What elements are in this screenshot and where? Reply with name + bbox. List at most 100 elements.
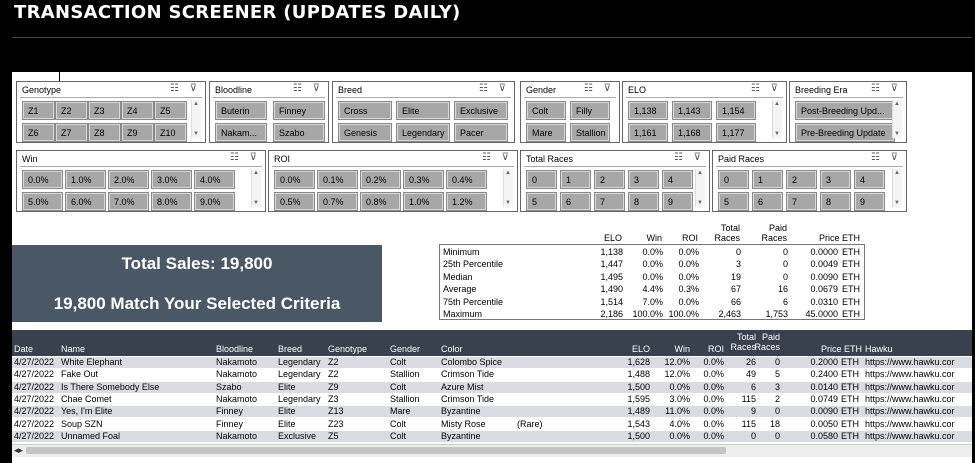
- slicer-item[interactable]: 0: [526, 170, 557, 189]
- clear-filter-icon[interactable]: ⊽: [498, 83, 506, 94]
- slicer-item[interactable]: Z4: [121, 101, 154, 120]
- table-row[interactable]: 4/27/2022 Unnamed Foal Nakamoto Exclusive Z5…: [12, 430, 972, 443]
- slicer-item[interactable]: Legendary: [396, 123, 450, 142]
- clear-filter-icon[interactable]: ⊽: [770, 83, 778, 94]
- slicer-item[interactable]: Nakam...: [215, 123, 267, 142]
- clear-filter-icon[interactable]: ⊽: [890, 83, 898, 94]
- slicer-item[interactable]: Z7: [55, 123, 88, 142]
- table-row[interactable]: 4/27/2022 Is There Somebody Else Szabo Elit…: [12, 381, 972, 394]
- slicer-item[interactable]: 1,161: [628, 123, 668, 142]
- slicer-item[interactable]: 1: [752, 170, 783, 189]
- slicer-item[interactable]: Cross: [338, 101, 392, 120]
- column-header-hawku[interactable]: Hawku: [865, 344, 893, 354]
- slicer-item[interactable]: Post-Breeding Upd...: [795, 101, 895, 120]
- clear-filter-icon[interactable]: ⊽: [693, 152, 701, 163]
- column-header-date[interactable]: Date: [14, 344, 34, 354]
- slicer-item[interactable]: Szabo: [273, 123, 325, 142]
- table-row[interactable]: 4/27/2022 Soup SZN Finney Elite Z23 Colt Misty…: [12, 418, 972, 431]
- slicer-item[interactable]: 0: [718, 170, 749, 189]
- slicer-item[interactable]: 3: [628, 170, 659, 189]
- slicer-item[interactable]: Z2: [55, 101, 88, 120]
- slicer-item[interactable]: 1,154: [716, 101, 756, 120]
- slicer-item[interactable]: 1: [560, 170, 591, 189]
- cell-hawku[interactable]: https://www.hawku.cor: [865, 393, 955, 404]
- slicer-scrollbar[interactable]: ▲ ▼: [695, 169, 705, 207]
- multi-select-icon[interactable]: ☷: [479, 83, 488, 94]
- scroll-down-icon[interactable]: ▼: [505, 200, 511, 206]
- horizontal-scrollbar[interactable]: ◂▸: [12, 444, 972, 457]
- slicer-item[interactable]: Pacer: [454, 123, 508, 142]
- table-row[interactable]: 4/27/2022 White Elephant Nakamoto Legendary…: [12, 357, 972, 369]
- scroll-up-icon[interactable]: ▲: [894, 101, 900, 107]
- column-header-genotype[interactable]: Genotype: [328, 344, 368, 354]
- slicer-item[interactable]: 0.0%: [274, 170, 315, 189]
- clear-filter-icon[interactable]: ⊽: [603, 83, 611, 94]
- slicer-item[interactable]: 1.0%: [65, 170, 106, 189]
- column-header-name[interactable]: Name: [61, 344, 86, 354]
- slicer-item[interactable]: 1,177: [716, 123, 756, 142]
- column-header-breed[interactable]: Breed: [278, 344, 303, 354]
- slicer-item[interactable]: 5: [718, 192, 749, 211]
- multi-select-icon[interactable]: ☷: [482, 152, 491, 163]
- sheet-nav-icon[interactable]: ◂▸: [14, 445, 24, 455]
- clear-filter-icon[interactable]: ⊽: [249, 152, 257, 163]
- slicer-item[interactable]: Z6: [22, 123, 55, 142]
- slicer-item[interactable]: 0.1%: [317, 170, 358, 189]
- slicer-item[interactable]: 8: [628, 192, 659, 211]
- slicer-scrollbar[interactable]: ▲ ▼: [772, 100, 782, 138]
- scroll-thumb[interactable]: [26, 447, 726, 454]
- slicer-item[interactable]: 0.2%: [360, 170, 401, 189]
- slicer-item[interactable]: 1,168: [672, 123, 712, 142]
- slicer-item[interactable]: 7.0%: [108, 192, 149, 211]
- slicer-scrollbar[interactable]: ▲ ▼: [251, 169, 261, 207]
- slicer-item[interactable]: Mare: [526, 123, 566, 142]
- multi-select-icon[interactable]: ☷: [751, 83, 760, 94]
- scroll-down-icon[interactable]: ▼: [697, 200, 703, 206]
- clear-filter-icon[interactable]: ⊽: [501, 152, 509, 163]
- cell-hawku[interactable]: https://www.hawku.cor: [865, 430, 955, 441]
- slicer-item[interactable]: 3: [820, 170, 851, 189]
- slicer-item[interactable]: Z3: [88, 101, 121, 120]
- slicer-item[interactable]: 1.0%: [403, 192, 444, 211]
- cell-hawku[interactable]: https://www.hawku.cor: [865, 406, 955, 417]
- slicer-item[interactable]: Buterin: [215, 101, 267, 120]
- slicer-scrollbar[interactable]: ▲ ▼: [503, 169, 513, 207]
- scroll-down-icon[interactable]: ▼: [774, 131, 780, 137]
- scroll-up-icon[interactable]: ▲: [697, 170, 703, 176]
- slicer-item[interactable]: 0.3%: [403, 170, 444, 189]
- slicer-item[interactable]: Pre-Breeding Update: [795, 123, 895, 142]
- slicer-item[interactable]: 4.0%: [194, 170, 235, 189]
- multi-select-icon[interactable]: ☷: [170, 83, 179, 94]
- slicer-item[interactable]: 0.7%: [317, 192, 358, 211]
- slicer-item[interactable]: 0.0%: [22, 170, 63, 189]
- slicer-item[interactable]: 6: [560, 192, 591, 211]
- column-header-elo[interactable]: ELO: [631, 344, 650, 354]
- table-row[interactable]: 4/27/2022 Fake Out Nakamoto Legendary Z2 Stal…: [12, 369, 972, 382]
- scroll-up-icon[interactable]: ▲: [894, 170, 900, 176]
- slicer-item[interactable]: Z10: [154, 123, 187, 142]
- slicer-item[interactable]: Finney: [273, 101, 325, 120]
- table-row[interactable]: 4/27/2022 Yes, I'm Elite Finney Elite Z13 Mar…: [12, 406, 972, 419]
- column-header-price[interactable]: Price ETH: [820, 344, 862, 354]
- slicer-item[interactable]: 0.8%: [360, 192, 401, 211]
- slicer-item[interactable]: 8: [820, 192, 851, 211]
- slicer-item[interactable]: Filly: [570, 101, 610, 120]
- slicer-item[interactable]: 6: [752, 192, 783, 211]
- cell-hawku[interactable]: https://www.hawku.cor: [865, 369, 955, 380]
- scroll-down-icon[interactable]: ▼: [253, 200, 259, 206]
- slicer-item[interactable]: Exclusive: [454, 101, 508, 120]
- cell-hawku[interactable]: https://www.hawku.cor: [865, 418, 955, 429]
- slicer-scrollbar[interactable]: ▲ ▼: [191, 100, 201, 138]
- cell-hawku[interactable]: https://www.hawku.cor: [865, 357, 955, 367]
- column-header-color[interactable]: Color: [441, 344, 463, 354]
- slicer-item[interactable]: Genesis: [338, 123, 392, 142]
- slicer-item[interactable]: 3.0%: [151, 170, 192, 189]
- slicer-item[interactable]: Stallion: [570, 123, 610, 142]
- clear-filter-icon[interactable]: ⊽: [312, 83, 320, 94]
- scroll-down-icon[interactable]: ▼: [894, 200, 900, 206]
- slicer-item[interactable]: 1.2%: [446, 192, 487, 211]
- multi-select-icon[interactable]: ☷: [293, 83, 302, 94]
- slicer-item[interactable]: 5.0%: [22, 192, 63, 211]
- column-header-gender[interactable]: Gender: [390, 344, 421, 354]
- cell-hawku[interactable]: https://www.hawku.cor: [865, 381, 955, 392]
